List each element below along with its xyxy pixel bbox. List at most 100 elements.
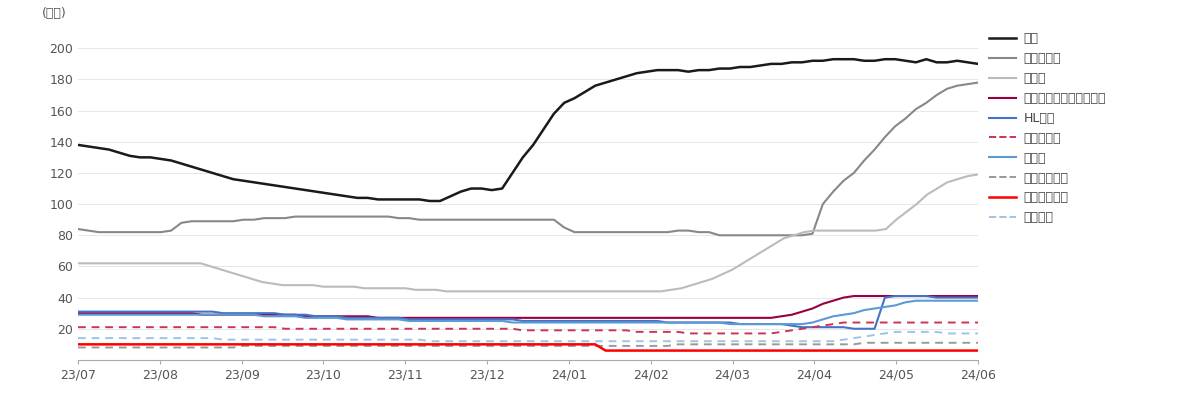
현대차 [541,289,556,294]
기아 [422,198,437,203]
에스엘 [599,320,613,325]
HL만도 [319,314,334,319]
한국타이어앤테크놀로지 [91,311,106,316]
에스엘 [971,298,985,303]
에스엘 [330,315,344,320]
기아 [608,77,623,82]
현대위아 [91,336,106,341]
현대모비스 [71,325,85,330]
현대위아 [71,336,85,341]
현대모비스 [599,328,613,333]
현대오토에버 [919,340,934,345]
현대오토에버 [330,344,344,348]
현대차 [163,261,178,266]
한국타이어앤테크놀로지 [608,315,623,320]
한국타이어앤테크놀로지 [71,311,85,316]
현대차 [971,172,985,177]
Text: (만주): (만주) [42,7,67,20]
Line: 현대글로비스: 현대글로비스 [78,344,978,351]
현대오토에버 [599,344,613,348]
한온시스템 [330,214,344,219]
현대글로비스 [971,348,985,353]
현대글로비스 [516,342,530,347]
현대오토에버 [319,344,334,348]
HL만도 [847,326,862,331]
기아 [330,192,344,197]
현대위아 [971,331,985,336]
기아 [971,61,985,66]
한온시스템 [599,230,613,235]
Line: 현대오토에버: 현대오토에버 [78,343,978,348]
Line: 현대차: 현대차 [78,175,978,291]
기아 [785,60,799,65]
현대글로비스 [319,342,334,347]
HL만도 [91,309,106,314]
현대글로비스 [71,342,85,347]
에스엘 [71,312,85,317]
현대위아 [888,329,902,334]
현대차 [184,261,198,266]
기아 [319,191,334,196]
HL만도 [971,295,985,300]
Line: 한온시스템: 한온시스템 [78,83,978,235]
현대차 [878,227,893,231]
현대모비스 [516,328,530,333]
Line: 에스엘: 에스엘 [78,301,978,324]
현대글로비스 [919,348,934,353]
현대글로비스 [599,348,613,353]
현대모비스 [971,320,985,325]
Line: 현대모비스: 현대모비스 [78,323,978,333]
Line: 한국타이어앤테크놀로지: 한국타이어앤테크놀로지 [78,296,978,318]
현대오토에버 [91,345,106,350]
현대오토에버 [971,340,985,345]
한국타이어앤테크놀로지 [526,315,540,320]
현대차 [439,289,454,294]
HL만도 [516,319,530,324]
한국타이어앤테크놀로지 [319,314,334,319]
기아 [91,146,106,151]
기아 [526,142,540,147]
현대위아 [422,339,437,344]
기아 [71,142,85,147]
Legend: 기아, 한온시스템, 현대차, 한국타이어앤테크놀로지, HL만도, 현대모비스, 에스엘, 현대오토에버, 현대글로비스, 현대위아: 기아, 한온시스템, 현대차, 한국타이어앤테크놀로지, HL만도, 현대모비스… [989,32,1106,224]
한국타이어앤테크놀로지 [847,294,862,299]
현대차 [254,280,269,285]
현대모비스 [319,326,334,331]
현대글로비스 [91,342,106,347]
한온시스템 [971,80,985,85]
한온시스템 [712,233,726,238]
HL만도 [71,309,85,314]
현대모비스 [785,328,799,333]
HL만도 [330,314,344,319]
현대오토에버 [516,344,530,348]
HL만도 [774,321,788,326]
한온시스템 [919,100,934,105]
현대위아 [608,339,623,344]
기아 [826,57,840,62]
HL만도 [888,294,902,299]
현대모비스 [91,325,106,330]
현대차 [71,261,85,266]
Line: 현대위아: 현대위아 [78,332,978,341]
한온시스템 [91,230,106,235]
한국타이어앤테크놀로지 [371,315,385,320]
현대위아 [785,339,799,344]
현대위아 [330,337,344,342]
에스엘 [319,315,334,320]
현대차 [419,288,433,292]
현대위아 [319,337,334,342]
에스엘 [91,312,106,317]
현대글로비스 [608,348,623,353]
한국타이어앤테크놀로지 [785,312,799,317]
현대위아 [526,339,540,344]
에스엘 [908,298,923,303]
현대모비스 [836,320,851,325]
에스엘 [785,321,799,326]
한온시스템 [319,214,334,219]
현대모비스 [330,326,344,331]
현대모비스 [682,331,696,336]
에스엘 [516,320,530,325]
한국타이어앤테크놀로지 [971,294,985,299]
Line: HL만도: HL만도 [78,296,978,329]
현대글로비스 [330,342,344,347]
